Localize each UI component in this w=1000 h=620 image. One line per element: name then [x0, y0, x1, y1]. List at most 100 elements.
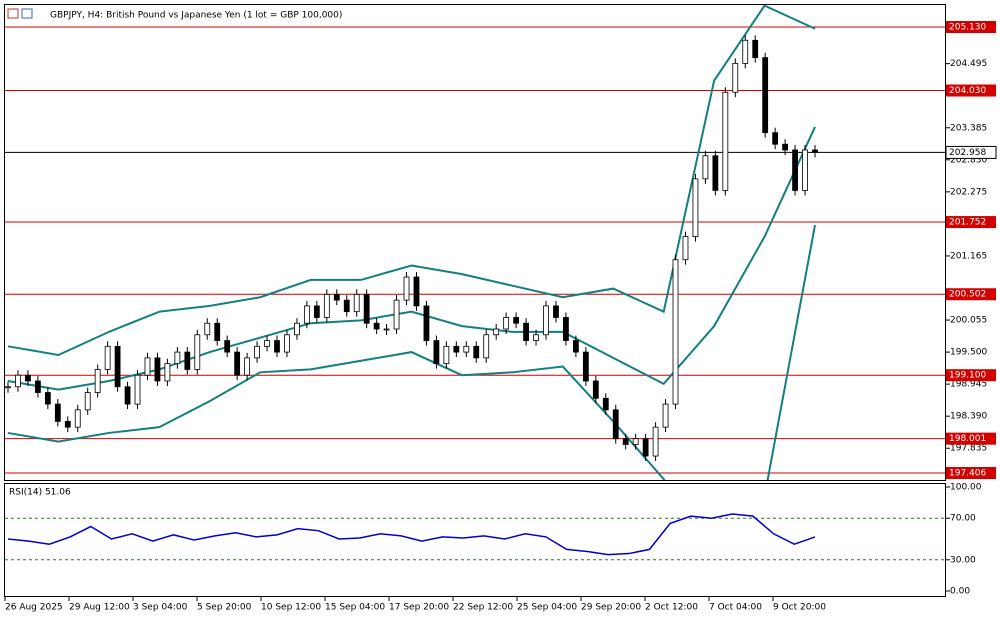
candle-body [702, 155, 709, 180]
candle-body [423, 305, 430, 341]
rsi-title: RSI(14) 51.06 [9, 488, 71, 498]
level-label-box [946, 288, 996, 301]
level-label: 205.130 [949, 23, 986, 33]
candle-body [363, 293, 370, 324]
price-label-box [945, 145, 997, 159]
x-tick-label: 25 Sep 04:00 [517, 603, 577, 613]
level-label: 204.030 [949, 86, 986, 96]
candle-body [15, 374, 21, 388]
price-area [5, 5, 945, 480]
candle-body [373, 322, 380, 330]
x-tick-label: 17 Sep 20:00 [389, 603, 449, 613]
level-label-box [946, 84, 996, 97]
candle-body [144, 357, 151, 376]
candle-body [712, 155, 719, 191]
candle-body [134, 374, 141, 405]
x-tick-label: 9 Oct 20:00 [773, 603, 826, 613]
level-label: 199.100 [949, 371, 986, 381]
level-label-box [946, 216, 996, 229]
candle-body [64, 420, 71, 428]
y-tick-label: 198.945 [950, 380, 987, 390]
candle-body [154, 357, 161, 382]
candle-body [264, 340, 270, 347]
candle-body [383, 328, 390, 331]
candle-body [682, 236, 689, 261]
candle-body [602, 397, 609, 411]
candle-body [25, 374, 31, 382]
candle-body [224, 340, 231, 353]
candle-body [294, 322, 300, 336]
candle-body [413, 276, 420, 307]
x-tick-label: 29 Sep 20:00 [581, 603, 641, 613]
x-tick-label: 15 Sep 04:00 [325, 603, 385, 613]
level-label: 197.406 [949, 469, 986, 479]
candle-body [503, 317, 510, 330]
x-tick-label: 3 Sep 04:00 [133, 603, 188, 613]
candle-body [433, 340, 440, 365]
candle-body [493, 328, 500, 336]
candle-body [463, 345, 470, 353]
candle-body [672, 259, 679, 405]
candle-body [742, 39, 749, 64]
candle-body [592, 380, 599, 399]
candle-body [94, 369, 101, 393]
rsi-line [7, 513, 816, 556]
candle-body [662, 403, 669, 428]
rsi-y-tick-label: 0.00 [950, 587, 970, 597]
rsi-panel [4, 483, 946, 597]
level-label: 200.502 [949, 290, 986, 300]
candle-body [164, 363, 171, 382]
candle-body [812, 149, 818, 153]
candle-body [234, 351, 241, 376]
candle-body [572, 340, 579, 353]
x-tick-label: 5 Sep 20:00 [197, 603, 252, 613]
x-tick-label: 10 Sep 12:00 [261, 603, 321, 613]
candle-body [692, 178, 699, 238]
candle-body [84, 392, 91, 411]
bollinger-middle [7, 126, 816, 391]
rsi-area [5, 513, 945, 561]
y-tick-label: 198.390 [950, 412, 987, 422]
candle-body [523, 322, 529, 341]
candle-body [104, 345, 111, 370]
y-tick-label: 199.500 [950, 348, 987, 358]
candle-body [782, 143, 789, 151]
x-tick-label: 7 Oct 04:00 [709, 603, 762, 613]
x-tick-label: 26 Aug 2025 [5, 603, 63, 613]
candle-body [254, 345, 260, 359]
bollinger-lower [7, 224, 816, 480]
candle-body [313, 305, 320, 318]
bollinger-upper [7, 5, 816, 357]
candle-body [612, 409, 619, 440]
main-panel [4, 4, 946, 481]
y-tick-label: 203.385 [950, 123, 987, 133]
candle-body [5, 386, 11, 389]
y-tick-label: 202.275 [950, 187, 987, 197]
x-tick-label: 29 Aug 12:00 [69, 603, 130, 613]
y-tick-label: 200.055 [950, 316, 987, 326]
x-tick-label: 2 Oct 12:00 [645, 603, 698, 613]
chart-title: GBPJPY, H4: British Pound vs Japanese Ye… [50, 11, 342, 21]
candle-body [174, 351, 181, 365]
level-label: 201.752 [949, 218, 986, 228]
candle-body [772, 132, 779, 145]
candle-body [762, 57, 769, 134]
candle-body [533, 334, 539, 341]
candle-body [114, 345, 121, 388]
y-tick-label: 204.495 [950, 59, 987, 69]
y-tick-label: 202.830 [950, 155, 987, 165]
candle-body [732, 62, 739, 93]
candle-body [792, 149, 798, 191]
candle-body [553, 305, 559, 318]
candle-body [184, 351, 191, 370]
candle-body [513, 317, 520, 324]
candle-body [244, 357, 251, 376]
candle-body [204, 322, 211, 336]
symbol-icons [7, 8, 33, 19]
candle-body [194, 334, 201, 370]
x-tick-label: 22 Sep 12:00 [453, 603, 513, 613]
candle-body [54, 403, 61, 422]
candle-body [622, 438, 629, 445]
candle-body [403, 276, 410, 301]
